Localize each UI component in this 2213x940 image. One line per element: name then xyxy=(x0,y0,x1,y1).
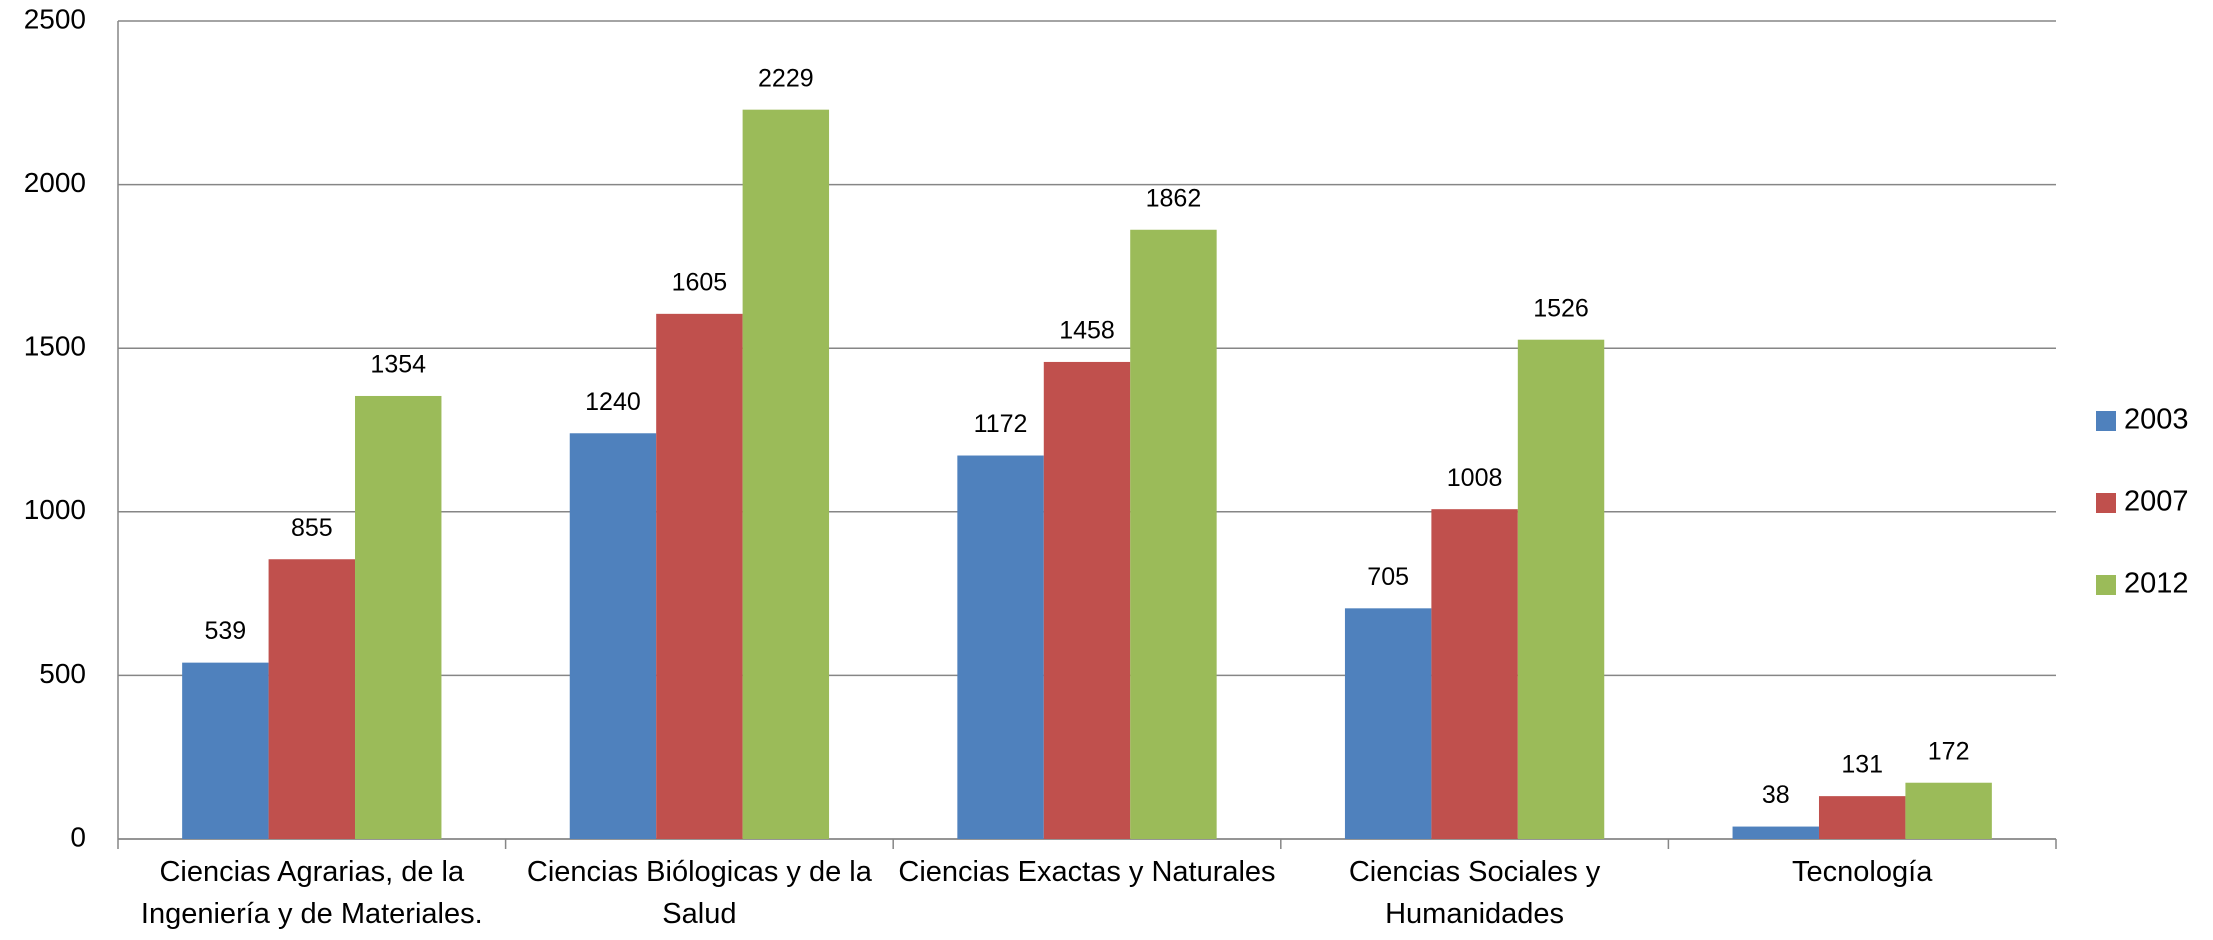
data-label: 1526 xyxy=(1533,294,1589,322)
data-label: 172 xyxy=(1928,737,1970,765)
bar xyxy=(1732,826,1819,839)
data-label: 1862 xyxy=(1146,184,1202,212)
x-tick-label: Tecnología xyxy=(1792,856,1933,888)
bar xyxy=(355,395,442,839)
data-label: 1240 xyxy=(585,388,641,416)
data-label: 2229 xyxy=(758,64,814,92)
data-label: 38 xyxy=(1762,781,1790,809)
legend-label: 2003 xyxy=(2124,404,2189,436)
bar xyxy=(742,109,830,839)
data-label: 1354 xyxy=(370,351,426,379)
bar xyxy=(957,455,1044,839)
bar xyxy=(1344,608,1432,839)
bar xyxy=(1517,339,1605,839)
y-tick-label: 0 xyxy=(70,821,86,852)
legend-swatch xyxy=(2096,493,2116,513)
y-tick-label: 2500 xyxy=(24,3,86,34)
data-label: 705 xyxy=(1367,563,1409,591)
data-label: 855 xyxy=(291,514,333,542)
legend-label: 2012 xyxy=(2124,568,2189,600)
data-label: 1008 xyxy=(1447,464,1503,492)
x-tick-label: Ciencias Biólogicas y de la Salud xyxy=(526,856,872,930)
legend-label: 2007 xyxy=(2124,486,2189,518)
bar xyxy=(268,559,356,839)
legend-swatch xyxy=(2096,411,2116,431)
data-label: 131 xyxy=(1841,751,1883,779)
bar xyxy=(569,433,657,839)
y-tick-label: 1500 xyxy=(24,331,86,362)
bar xyxy=(1043,361,1131,839)
bar xyxy=(656,313,743,839)
bar xyxy=(1431,509,1518,839)
bar xyxy=(182,662,269,839)
bar xyxy=(1818,796,1906,839)
data-label: 1605 xyxy=(672,268,728,296)
data-label: 1172 xyxy=(974,410,1028,438)
y-tick-label: 2000 xyxy=(24,167,86,198)
x-tick-label: Ciencias Agrarias, de la Ingeniería y de… xyxy=(140,856,483,930)
x-tick-label: Ciencias Exactas y Naturales xyxy=(898,856,1276,888)
legend-swatch xyxy=(2096,575,2116,595)
data-label: 539 xyxy=(205,617,247,645)
bar xyxy=(1905,782,1992,839)
y-tick-label: 500 xyxy=(39,658,86,689)
data-label: 1458 xyxy=(1059,317,1115,345)
x-tick-label: Ciencias Sociales y Humanidades xyxy=(1348,856,1601,930)
y-tick-label: 1000 xyxy=(24,494,86,525)
bar xyxy=(1130,229,1217,839)
